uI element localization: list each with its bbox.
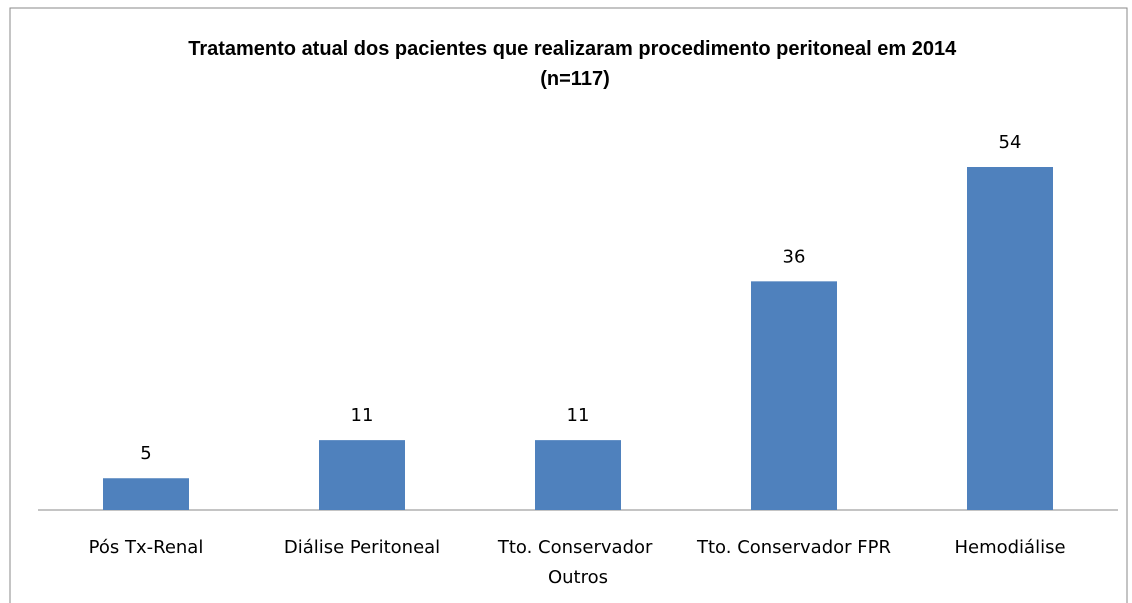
x-tick-label: Tto. Conservador Outros: [497, 537, 658, 588]
data-label: 11: [351, 405, 374, 426]
x-tick-label: Pós Tx-Renal: [89, 537, 204, 558]
bar: [751, 281, 837, 510]
data-label: 36: [783, 246, 806, 267]
bar: [967, 167, 1053, 510]
bar: [103, 478, 189, 510]
data-label: 11: [567, 405, 590, 426]
data-label: 5: [140, 443, 151, 464]
bar: [535, 440, 621, 510]
x-tick-label: Hemodiálise: [954, 537, 1065, 558]
x-tick-label: Tto. Conservador FPR: [696, 537, 891, 558]
chart-frame: [9, 7, 1128, 603]
bar: [319, 440, 405, 510]
chart-title: Tratamento atual dos pacientes que reali…: [188, 38, 962, 90]
x-tick-label: Diálise Peritoneal: [284, 537, 440, 558]
data-label: 54: [999, 132, 1022, 153]
